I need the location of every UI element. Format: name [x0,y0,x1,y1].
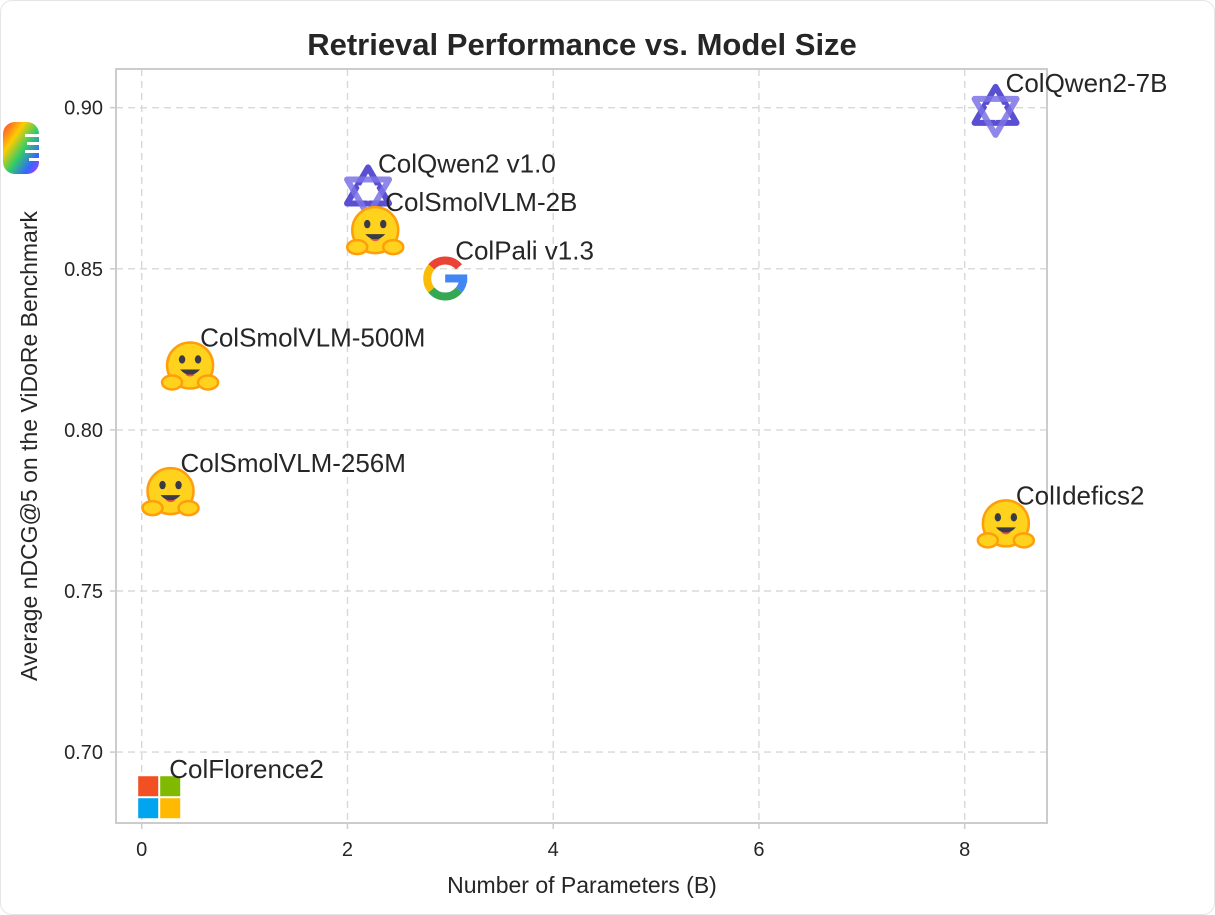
data-point: ColSmolVLM-2B [345,187,577,256]
data-point: ColQwen2 v1.0 [344,148,556,219]
point-label: ColFlorence2 [169,754,324,784]
x-axis-label: Number of Parameters (B) [447,872,717,898]
point-label: ColQwen2 v1.0 [378,148,556,178]
point-label: ColIdefics2 [1016,480,1145,510]
x-tick-label: 6 [753,839,764,861]
hugging-face-icon [160,341,220,391]
hugging-face-icon [976,499,1036,549]
y-tick-label: 0.85 [64,259,103,281]
microsoft-logo-icon [138,776,181,819]
chart-title: Retrieval Performance vs. Model Size [307,27,857,62]
data-point: ColPali v1.3 [423,235,594,301]
axis-ticks: 0 2 4 6 8 0.70 0.75 0.80 0.85 0.90 [64,98,970,861]
data-point: ColQwen2-7B [971,68,1168,138]
y-tick-label: 0.80 [64,420,103,442]
data-point: ColSmolVLM-500M [160,322,425,391]
point-label: ColQwen2-7B [1006,68,1168,98]
hugging-face-icon [141,466,200,517]
data-point: ColSmolVLM-256M [141,448,406,517]
qwen-logo-icon [971,83,1020,138]
google-logo-icon [423,256,468,301]
qwen-logo-icon [344,164,393,219]
x-tick-label: 2 [342,839,353,861]
vidore-logo-icon [3,122,41,174]
x-tick-label: 4 [548,839,559,861]
y-tick-label: 0.70 [64,742,103,764]
data-point: ColFlorence2 [138,754,324,819]
point-label: ColSmolVLM-256M [181,448,406,478]
y-axis-label: Average nDCG@5 on the ViDoRe Benchmark [16,211,42,681]
y-tick-label: 0.75 [64,581,103,603]
plot-area-frame [115,68,1048,824]
x-tick-label: 0 [136,839,147,861]
grid-lines [116,69,1047,823]
hugging-face-icon [345,205,405,256]
data-points: ColQwen2-7B ColQwen2 v1.0 ColSmolVLM-2B Col… [138,68,1168,819]
point-label: ColSmolVLM-500M [200,322,425,352]
data-point: ColIdefics2 [976,480,1145,549]
y-tick-label: 0.90 [64,98,103,120]
point-label: ColSmolVLM-2B [385,187,577,217]
x-tick-label: 8 [959,839,970,861]
point-label: ColPali v1.3 [455,235,594,265]
